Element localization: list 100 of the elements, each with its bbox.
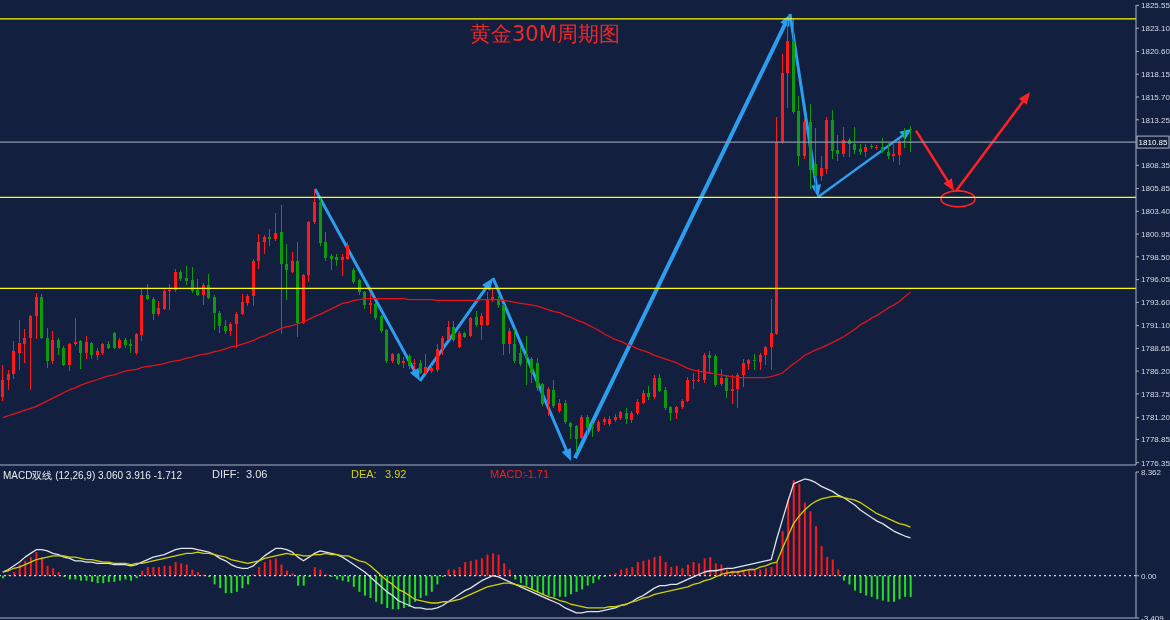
candlestick (853, 126, 856, 155)
bar (865, 575, 868, 596)
bar (842, 575, 845, 581)
candlestick (68, 342, 71, 372)
candlestick (62, 345, 65, 367)
candlestick (74, 317, 77, 347)
annotation: MACD双线 (12,26,9) 3.060 3.916 -1.712 (3, 469, 182, 483)
candlestick (135, 332, 138, 356)
candlestick (552, 379, 555, 409)
bar (480, 558, 483, 576)
bar (363, 575, 366, 596)
bar (664, 562, 667, 576)
candlestick (764, 345, 767, 366)
bar (909, 575, 912, 597)
bar (469, 560, 472, 576)
bar (742, 570, 745, 576)
candlestick (480, 312, 483, 341)
bar (636, 562, 639, 576)
bar (581, 575, 584, 590)
candlestick (46, 327, 49, 369)
candlestick (241, 293, 244, 316)
bar (447, 569, 450, 576)
bar (659, 555, 662, 576)
candlestick (519, 345, 522, 367)
candlestick (892, 142, 895, 163)
candlestick (23, 328, 26, 364)
bar (146, 567, 149, 576)
candlestick (18, 319, 21, 371)
candlestick (575, 424, 578, 453)
bar (436, 575, 439, 585)
y-tick-label: 1783.75 (1141, 389, 1170, 399)
candlestick (530, 356, 533, 384)
bar (263, 562, 266, 576)
bar (670, 567, 673, 576)
candlestick (447, 320, 450, 341)
bar (269, 559, 272, 576)
bar (848, 575, 851, 585)
y-tick-label: 1800.95 (1141, 229, 1170, 239)
candlestick (513, 328, 516, 364)
candlestick (541, 382, 544, 407)
candlestick (525, 335, 528, 386)
bar (570, 575, 572, 595)
bar (497, 554, 500, 576)
y-tick-label: 1818.15 (1141, 70, 1170, 80)
y-tick-label: 1788.65 (1141, 344, 1170, 354)
candlestick (436, 343, 439, 373)
bar (180, 563, 183, 576)
candlestick (580, 414, 583, 440)
y-tick-label: 1803.40 (1141, 207, 1170, 217)
candlestick (731, 374, 734, 405)
bar (130, 575, 133, 581)
bar (870, 575, 873, 597)
bar (174, 562, 177, 576)
candlestick (341, 253, 344, 277)
candlestick (753, 353, 756, 371)
bar (898, 575, 901, 600)
candlestick (469, 316, 472, 338)
bar (107, 575, 110, 582)
candlestick (692, 372, 695, 390)
candlestick (185, 265, 188, 286)
bar (141, 570, 144, 576)
candlestick (152, 296, 155, 321)
bar (525, 575, 528, 586)
bar (792, 480, 795, 576)
candlestick (7, 369, 10, 391)
bar (642, 560, 645, 576)
bar (391, 575, 394, 610)
bar (686, 564, 689, 576)
line-series (2, 291, 912, 419)
annotation: 3.92 (385, 468, 407, 480)
y-tick-label: 1778.85 (1141, 435, 1170, 445)
bar (781, 531, 784, 576)
bar (35, 552, 38, 576)
bar (681, 568, 684, 576)
bar (542, 575, 545, 595)
bar (803, 502, 806, 576)
text: 黄金30M周期图 (470, 21, 620, 48)
bar (564, 575, 567, 597)
bar (235, 575, 238, 592)
candlestick (736, 372, 739, 409)
bar (102, 575, 105, 584)
candlestick (591, 422, 594, 438)
candlestick (218, 310, 221, 334)
candlestick (586, 414, 589, 437)
candlestick (424, 353, 427, 375)
text: DIFF: (212, 468, 241, 480)
candlestick (686, 376, 689, 403)
text: MACD: (490, 468, 526, 480)
candlestick (191, 266, 194, 294)
y-tick-label: -3.409 (1141, 613, 1165, 620)
bar (419, 575, 422, 599)
y-tick-label: 1786.20 (1141, 366, 1170, 376)
bar (408, 575, 411, 607)
annotation: -1.71 (524, 468, 550, 480)
candlestick (820, 155, 823, 182)
bar (286, 570, 288, 576)
y-tick-label: 1793.60 (1141, 298, 1170, 308)
candlestick (742, 358, 745, 388)
candlestick (35, 292, 38, 340)
bar (625, 568, 628, 576)
